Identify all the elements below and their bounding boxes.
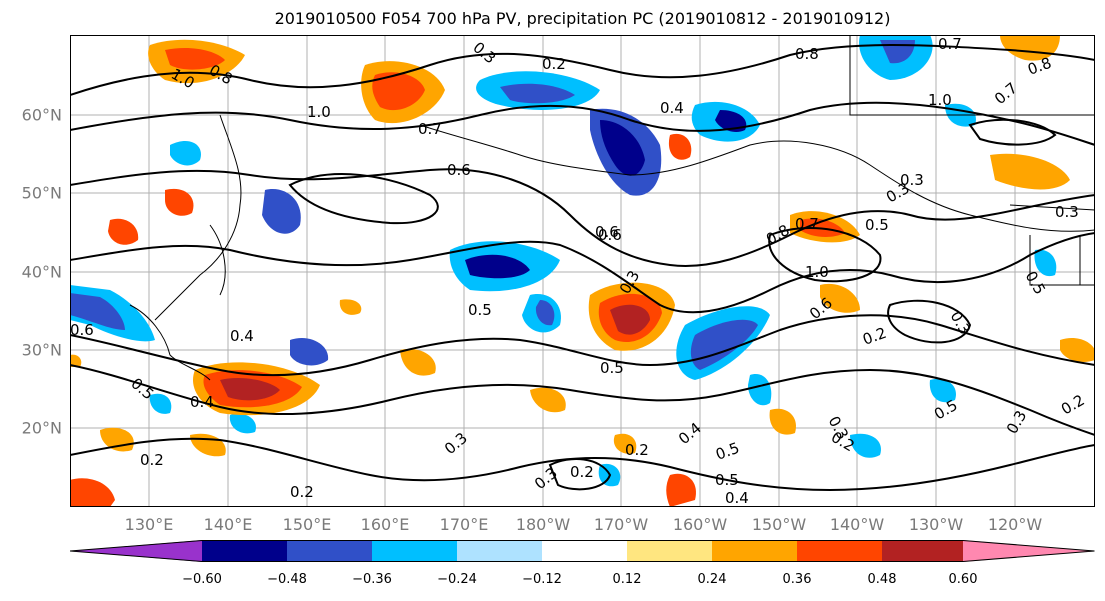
lon-label: 170°W (593, 515, 649, 534)
colorbar-segment (882, 540, 963, 562)
colorbar-tick-label: −0.48 (267, 572, 307, 587)
contour-label: 0.2 (860, 324, 889, 349)
contour-label: 0.6 (447, 161, 471, 179)
colorbar-segment (627, 540, 712, 562)
contour-label: 0.2 (625, 441, 649, 459)
lon-label: 130°W (908, 515, 964, 534)
contour-label: 0.3 (469, 38, 499, 67)
contour-label: 0.6 (598, 226, 622, 244)
contour-label: 0.4 (230, 327, 254, 345)
contour-label: 0.5 (600, 359, 624, 377)
colorbar-tick-label: 0.48 (867, 572, 897, 587)
colorbar-tick-label: −0.24 (437, 572, 477, 587)
pv-contours (70, 44, 1095, 492)
contour-label: 0.7 (991, 79, 1021, 108)
contour-label: 1.0 (805, 263, 829, 281)
colorbar-tick-label: 0.36 (782, 572, 812, 587)
colorbar-segment (797, 540, 882, 562)
colorbar-outline (70, 540, 1095, 562)
colorbar-tick-label: 0.24 (697, 572, 727, 587)
contour-label: 0.8 (763, 221, 793, 249)
contour-label: 0.7 (418, 120, 442, 138)
lon-label: 160°E (360, 515, 410, 534)
contour-label: 0.3 (900, 171, 924, 189)
lon-label: 160°W (672, 515, 728, 534)
colorbar (70, 540, 1095, 562)
colorbar-segment (372, 540, 457, 562)
map-canvas: 1.0 0.8 0.3 0.2 0.8 0.7 1.0 0.7 0.6 0.4 … (70, 35, 1095, 507)
contour-label: 0.3 (1003, 407, 1031, 437)
lon-label: 140°W (829, 515, 885, 534)
contour-label: 0.5 (865, 216, 889, 234)
colorbar-segment (712, 540, 797, 562)
contour-label: 0.3 (441, 429, 471, 458)
contour-label: 0.6 (595, 223, 619, 241)
contour-label: 0.5 (468, 301, 492, 319)
colorbar-tick-label: 0.60 (948, 572, 978, 587)
lat-label: 50°N (21, 183, 62, 203)
lon-label: 170°E (439, 515, 489, 534)
lon-label: 120°W (987, 515, 1043, 534)
contour-label: 1.0 (307, 103, 331, 121)
map-frame (70, 35, 1095, 507)
contour-label: 0.5 (713, 439, 742, 464)
colorbar-segment (287, 540, 372, 562)
colorbar-segment (542, 540, 627, 562)
lat-label: 20°N (21, 418, 62, 438)
contour-label: 0.5 (931, 396, 961, 424)
colorbar-tick-label: −0.36 (352, 572, 392, 587)
lon-label: 180°W (515, 515, 571, 534)
contour-label: 0.6 (70, 321, 94, 339)
lat-label: 60°N (21, 105, 62, 125)
colorbar-tick-label: 0.12 (612, 572, 642, 587)
contour-label: 0.3 (531, 464, 561, 493)
contour-label: 0.4 (725, 489, 749, 507)
colorbar-segment (70, 540, 202, 562)
lon-label: 130°E (124, 515, 174, 534)
contour-label: 0.2 (542, 55, 566, 73)
contour-labels: 1.0 0.8 0.3 0.2 0.8 0.7 1.0 0.7 0.6 0.4 … (70, 35, 1088, 507)
contour-label: 0.2 (290, 483, 314, 501)
colorbar-segment (457, 540, 542, 562)
contour-label: 0.7 (795, 215, 819, 233)
colorbar-segment (202, 540, 287, 562)
map-panel: 1.0 0.8 0.3 0.2 0.8 0.7 1.0 0.7 0.6 0.4 … (70, 35, 1095, 507)
contour-label: 0.3 (1055, 203, 1079, 221)
contour-label: 0.4 (660, 99, 684, 117)
contour-label: 0.4 (190, 393, 214, 411)
contour-label: 0.2 (1058, 391, 1088, 419)
contour-label: 0.7 (938, 35, 962, 53)
contour-label: 0.2 (570, 463, 594, 481)
contour-label: 0.8 (795, 45, 819, 63)
contour-label: 1.0 (928, 91, 952, 109)
contour-label: 0.2 (140, 451, 164, 469)
coastlines (129, 35, 1095, 381)
lat-label: 30°N (21, 340, 62, 360)
colorbar-segment (963, 540, 1095, 562)
colorbar-tick-label: −0.12 (522, 572, 562, 587)
lon-label: 150°W (751, 515, 807, 534)
lon-label: 150°E (282, 515, 332, 534)
lon-label: 140°E (203, 515, 253, 534)
map-title: 2019010500 F054 700 hPa PV, precipitatio… (274, 9, 891, 28)
lat-label: 40°N (21, 262, 62, 282)
contour-label: 0.5 (715, 471, 739, 489)
colorbar-tick-label: −0.60 (182, 572, 222, 587)
